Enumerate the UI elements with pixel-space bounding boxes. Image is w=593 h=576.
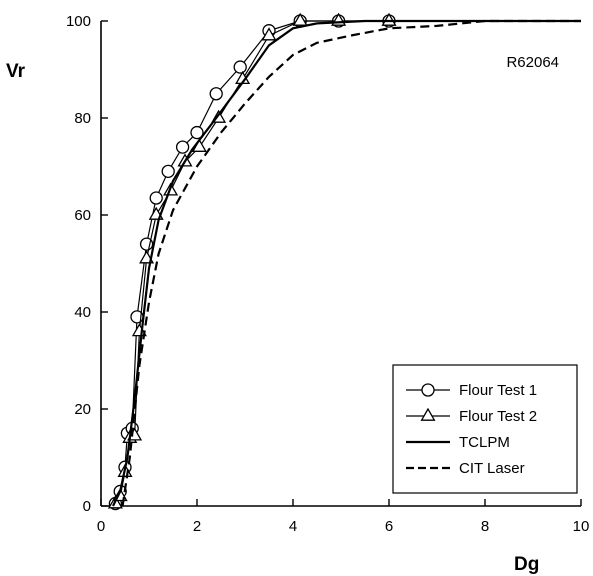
y-tick-label: 100: [66, 13, 91, 30]
legend-label: CIT Laser: [459, 460, 525, 477]
legend-item: CIT Laser: [406, 460, 525, 477]
x-axis-label: Dg: [514, 554, 539, 575]
series-line: [121, 19, 581, 507]
data-point: [261, 27, 277, 41]
chart-annotation: R62064: [506, 54, 559, 71]
data-point: [292, 12, 308, 26]
y-tick-label: 60: [74, 207, 91, 224]
x-tick-label: 8: [481, 518, 489, 535]
series-layer: [107, 12, 581, 511]
series-cit-laser: [121, 19, 581, 507]
x-tick-label: 6: [385, 518, 393, 535]
data-point: [161, 164, 175, 179]
y-tick-label: 20: [74, 401, 91, 418]
legend-marker: [421, 383, 435, 397]
series-flour-test-2: [107, 12, 397, 509]
legend-item: Flour Test 2: [406, 407, 537, 425]
data-point: [233, 60, 247, 74]
y-tick-label: 40: [74, 304, 91, 321]
axis-labels: Vr Dg R62064: [6, 54, 559, 575]
series-tclpm: [112, 19, 581, 507]
series-line: [112, 19, 581, 507]
legend-item: TCLPM: [406, 434, 510, 451]
data-point: [190, 125, 204, 140]
data-point: [381, 12, 397, 26]
legend: Flour Test 1 Flour Test 2 TCLPM CIT Laser: [392, 364, 578, 494]
data-point: [175, 140, 190, 154]
plot-frame: 0 20 40 60 80 100 0 2 4 6 8 10: [66, 13, 589, 535]
y-tick-label: 0: [83, 498, 91, 515]
legend-item: Flour Test 1: [406, 382, 537, 399]
y-tick-label: 80: [74, 110, 91, 127]
data-point: [149, 191, 163, 205]
x-tick-label: 0: [97, 518, 105, 535]
legend-label: Flour Test 1: [459, 382, 537, 399]
legend-marker: [420, 407, 436, 421]
y-axis-label: Vr: [6, 61, 26, 82]
data-point: [209, 87, 223, 101]
legend-label: TCLPM: [459, 434, 510, 451]
x-tick-label: 10: [573, 518, 590, 535]
x-tick-label: 2: [193, 518, 201, 535]
legend-label: Flour Test 2: [459, 408, 537, 425]
x-tick-label: 4: [289, 518, 297, 535]
